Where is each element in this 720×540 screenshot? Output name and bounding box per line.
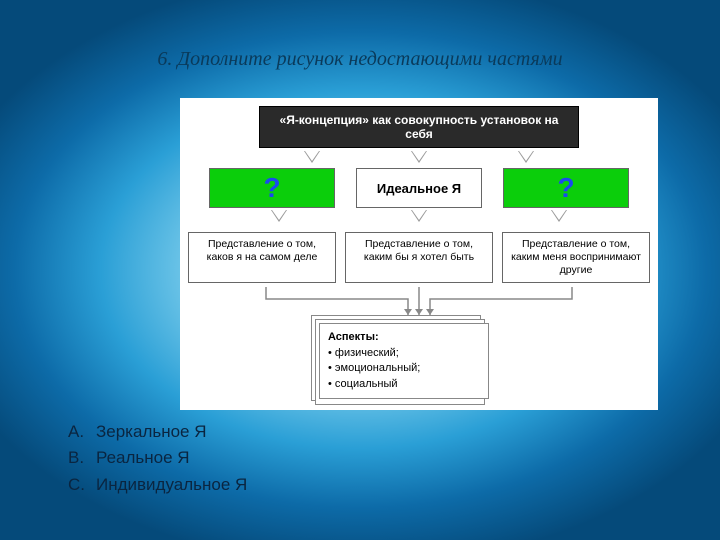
question-box-left: ? — [209, 168, 335, 208]
answer-option-b: B.Реальное Я — [68, 445, 247, 471]
arrow-down-icon — [271, 210, 287, 222]
aspects-title: Аспекты: — [328, 331, 379, 343]
answer-label: A. — [68, 419, 96, 445]
arrow-down-icon — [411, 210, 427, 222]
arrow-down-icon — [551, 210, 567, 222]
desc-box-left: Представление о том, каков я на самом де… — [188, 232, 336, 283]
desc-box-center: Представление о том, каким бы я хотел бы… — [345, 232, 493, 283]
arrows-bottom — [188, 287, 650, 315]
arrow-down-icon — [411, 151, 427, 163]
answer-text: Индивидуальное Я — [96, 472, 247, 498]
answer-options: A.Зеркальное Я B.Реальное Я C.Индивидуал… — [68, 419, 247, 498]
aspects-stack: Аспекты: • физический; • эмоциональный; … — [319, 323, 519, 399]
aspects-box: Аспекты: • физический; • эмоциональный; … — [319, 323, 489, 399]
question-box-right: ? — [503, 168, 629, 208]
answer-text: Реальное Я — [96, 445, 190, 471]
aspect-item: социальный — [335, 378, 398, 390]
answer-option-a: A.Зеркальное Я — [68, 419, 247, 445]
answer-label: B. — [68, 445, 96, 471]
desc-box-right: Представление о том, каким меня восприни… — [502, 232, 650, 283]
ideal-self-box: Идеальное Я — [356, 168, 482, 208]
arrow-down-icon — [518, 151, 534, 163]
aspect-item: эмоциональный; — [335, 362, 420, 374]
top-concept-box: «Я-концепция» как совокупность установок… — [259, 106, 579, 148]
answer-text: Зеркальное Я — [96, 419, 207, 445]
arrows-mid — [209, 210, 629, 228]
aspect-item: физический; — [335, 347, 399, 359]
answer-label: C. — [68, 472, 96, 498]
arrow-down-icon — [304, 151, 320, 163]
diagram-panel: «Я-концепция» как совокупность установок… — [180, 98, 658, 410]
row-level-2: ? Идеальное Я ? — [209, 168, 629, 208]
answer-option-c: C.Индивидуальное Я — [68, 472, 247, 498]
row-level-3: Представление о том, каков я на самом де… — [188, 232, 650, 283]
arrows-top — [259, 148, 579, 166]
question-title: 6. Дополните рисунок недостающими частям… — [0, 48, 720, 71]
